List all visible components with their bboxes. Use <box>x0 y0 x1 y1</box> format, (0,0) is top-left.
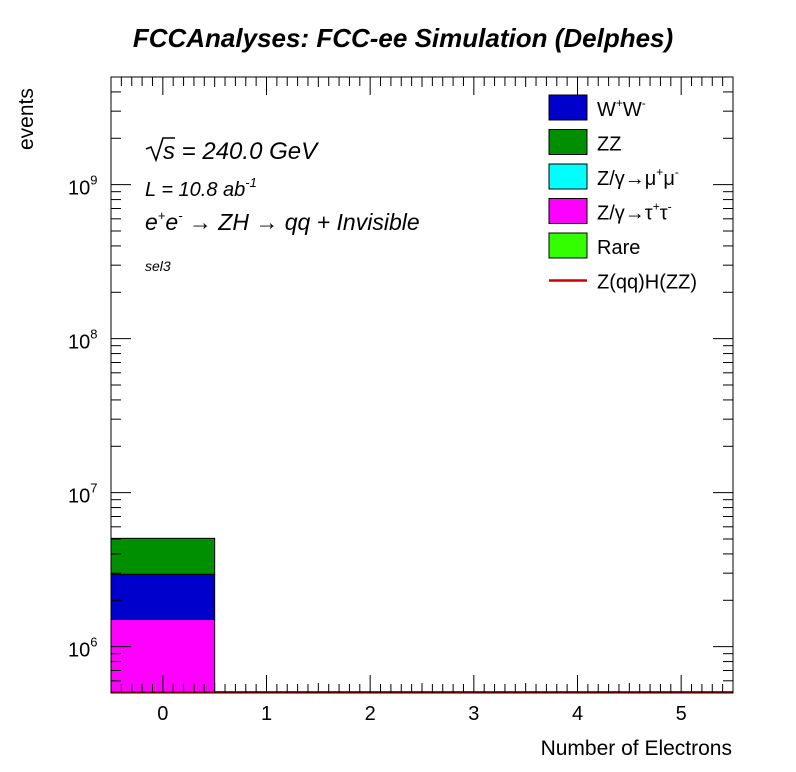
annotation-lumi: L = 10.8 ab-1 <box>145 175 257 201</box>
annotation-energy: s = 240.0 GeV <box>145 137 319 165</box>
x-tick-label-0: 0 <box>157 703 168 725</box>
annotation-process: e+e- → ZH → qq + Invisible <box>145 208 420 235</box>
x-tick-label-1: 1 <box>261 703 272 725</box>
sqrt-symbol <box>145 137 175 163</box>
legend-label-zmumu: Z/γ→μ+μ- <box>597 165 679 190</box>
process-sup2: - <box>178 208 183 223</box>
y-tick-label-1e8: 108 <box>68 327 97 354</box>
x-tick-label-2: 2 <box>365 703 376 725</box>
svg-text:s = 240.0 GeV: s = 240.0 GeV <box>163 138 319 165</box>
legend: W+W- ZZ Z/γ→μ+μ- Z/γ→τ+τ- Rare Z(qq)H(ZZ) <box>548 94 697 294</box>
legend-swatch-ww <box>548 94 588 121</box>
x-axis-label: Number of Electrons <box>541 737 732 760</box>
legend-label-ww: W+W- <box>597 96 646 121</box>
legend-label-ztautau: Z/γ→τ+τ- <box>597 200 672 225</box>
y-tick-label-1e9: 109 <box>68 173 97 200</box>
x-tick-label-5: 5 <box>676 703 687 725</box>
process-rest: → ZH → qq + Invisible <box>183 209 420 235</box>
axis-ticks <box>111 76 733 694</box>
energy-text: = 240.0 GeV <box>182 138 319 165</box>
process-e2: e <box>165 209 178 235</box>
annotation-selection: sel3 <box>145 258 171 274</box>
legend-swatch-zz <box>548 129 588 155</box>
plot-frame <box>110 76 734 694</box>
y-tick-label-1e7: 107 <box>68 481 97 508</box>
lumi-text: L = 10.8 ab <box>145 179 245 201</box>
lumi-exponent: -1 <box>245 175 257 190</box>
legend-swatch-zmumu <box>548 163 588 190</box>
plot-area <box>110 76 734 694</box>
chart-title: FCCAnalyses: FCC-ee Simulation (Delphes) <box>133 23 673 53</box>
y-axis-label: events <box>15 88 38 150</box>
legend-label-signal: Z(qq)H(ZZ) <box>597 272 697 294</box>
x-tick-labels: 0 1 2 3 4 5 <box>157 703 686 725</box>
bar-zz-bin-0 <box>110 537 216 575</box>
stacked-bars <box>110 537 216 694</box>
legend-label-zz: ZZ <box>597 134 621 156</box>
process-sup1: + <box>158 208 166 223</box>
x-tick-label-4: 4 <box>572 703 583 725</box>
y-tick-label-1e6: 106 <box>68 635 97 662</box>
legend-label-rare: Rare <box>597 237 640 259</box>
sqrt-var: s <box>163 138 175 165</box>
legend-swatch-ztautau <box>548 198 588 224</box>
process-e1: e <box>145 209 158 235</box>
y-tick-labels: 106 107 108 109 <box>68 173 97 662</box>
x-tick-label-3: 3 <box>468 703 479 725</box>
bar-ww-bin-0 <box>110 573 216 621</box>
legend-swatch-rare <box>548 232 588 259</box>
